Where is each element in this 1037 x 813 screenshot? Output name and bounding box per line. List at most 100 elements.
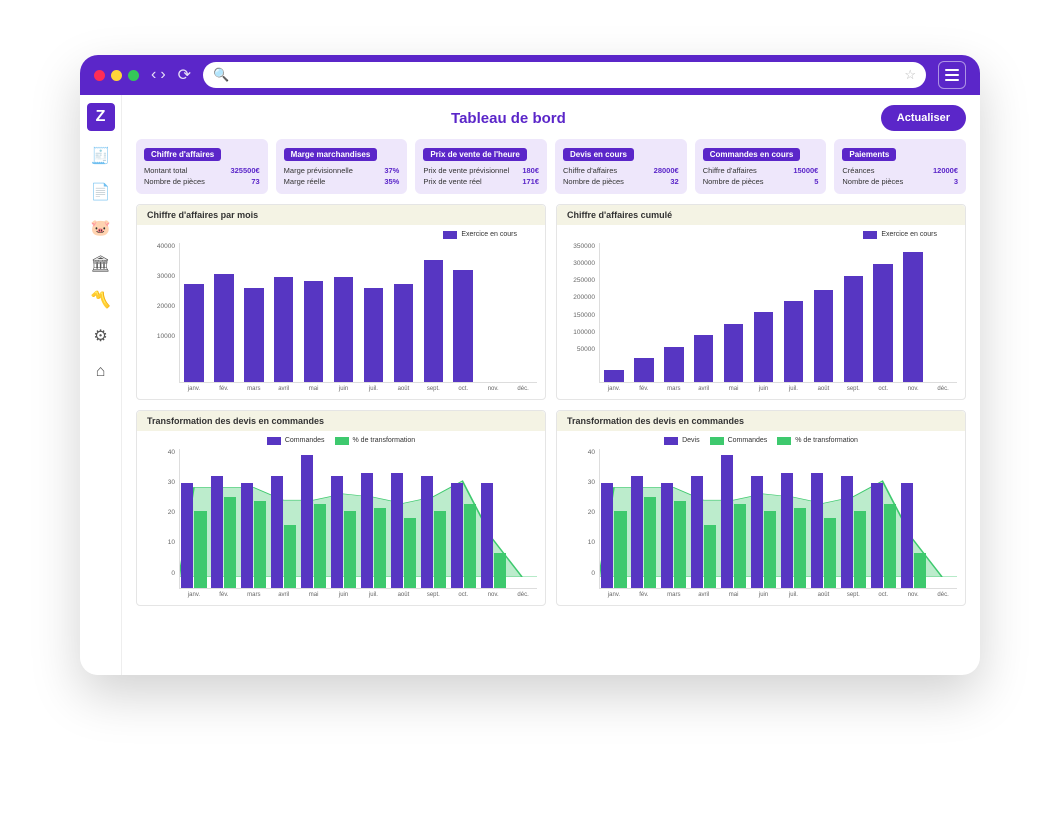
sidebar-item-receipt-icon[interactable]: 📄 — [90, 181, 112, 203]
bar — [754, 312, 774, 382]
bar — [664, 347, 684, 381]
bar-devis — [211, 476, 223, 587]
x-tick: oct. — [878, 592, 888, 598]
sidebar-item-invoice-icon[interactable]: 🧾 — [90, 145, 112, 167]
sidebar-item-home-icon[interactable]: ⌂ — [90, 361, 112, 383]
x-tick: juin — [759, 592, 768, 598]
kpi-label: Chiffre d'affaires — [703, 165, 757, 176]
app-logo[interactable]: Z — [87, 103, 115, 131]
sidebar-item-bank-icon[interactable]: 🏛 — [90, 253, 112, 275]
kpi-line: Chiffre d'affaires28000€ — [563, 165, 679, 176]
kpi-card: Commandes en coursChiffre d'affaires1500… — [695, 139, 827, 194]
kpi-value: 37% — [384, 165, 399, 176]
y-tick: 30 — [145, 479, 175, 486]
kpi-value: 180€ — [522, 165, 539, 176]
kpi-line: Nombre de pièces3 — [842, 176, 958, 187]
legend-item: Exercice en cours — [443, 231, 517, 239]
kpi-value: 171€ — [522, 176, 539, 187]
bar-commandes — [884, 504, 896, 587]
kpi-card: Marge marchandisesMarge prévisionnelle37… — [276, 139, 408, 194]
x-tick: oct. — [458, 592, 468, 598]
chart-card-monthly: Chiffre d'affaires par mois Exercice en … — [136, 204, 546, 400]
kpi-card: Devis en coursChiffre d'affaires28000€No… — [555, 139, 687, 194]
x-tick: déc. — [517, 592, 528, 598]
kpi-row: Chiffre d'affairesMontant total325500€No… — [136, 139, 966, 194]
legend-item: Devis — [664, 437, 700, 445]
refresh-button[interactable]: Actualiser — [881, 105, 966, 131]
legend-label: Devis — [682, 437, 700, 444]
sidebar-item-analytics-icon[interactable]: 〽️ — [90, 289, 112, 311]
legend-item: Commandes — [267, 437, 325, 445]
kpi-value: 5 — [814, 176, 818, 187]
x-tick: fév. — [219, 386, 228, 392]
x-tick: mai — [309, 386, 319, 392]
legend-label: Commandes — [728, 437, 768, 444]
kpi-label: Créances — [842, 165, 874, 176]
kpi-line: Nombre de pièces73 — [144, 176, 260, 187]
sidebar-item-piggy-icon[interactable]: 🐷 — [90, 217, 112, 239]
bar — [903, 252, 923, 381]
bar-commandes — [914, 553, 926, 588]
bar — [214, 274, 234, 382]
y-tick: 40000 — [145, 243, 175, 250]
x-tick: mars — [247, 386, 260, 392]
kpi-line: Montant total325500€ — [144, 165, 260, 176]
bar-commandes — [224, 497, 236, 587]
legend-item: % de transformation — [335, 437, 416, 445]
kpi-label: Nombre de pièces — [842, 176, 903, 187]
forward-icon[interactable]: › — [160, 66, 165, 84]
x-tick: nov. — [908, 592, 919, 598]
x-tick: août — [398, 592, 410, 598]
x-tick: juil. — [369, 592, 378, 598]
reload-icon[interactable]: ⟳ — [178, 65, 191, 85]
bar — [364, 288, 384, 382]
bar-devis — [301, 455, 313, 587]
x-tick: janv. — [608, 386, 620, 392]
x-tick: oct. — [878, 386, 888, 392]
legend-swatch — [777, 437, 791, 445]
y-tick: 200000 — [565, 294, 595, 301]
x-tick: mai — [729, 592, 739, 598]
back-icon[interactable]: ‹ — [151, 66, 156, 84]
x-tick: fév. — [639, 592, 648, 598]
bar-commandes — [824, 518, 836, 588]
kpi-card: Prix de vente de l'heurePrix de vente pr… — [415, 139, 547, 194]
x-tick: août — [398, 386, 410, 392]
y-tick: 10 — [145, 539, 175, 546]
maximize-dot[interactable] — [128, 70, 139, 81]
bar-commandes — [344, 511, 356, 587]
kpi-line: Nombre de pièces 32 — [563, 176, 679, 187]
kpi-line: Marge prévisionnelle37% — [284, 165, 400, 176]
legend-label: % de transformation — [795, 437, 858, 444]
bar — [274, 277, 294, 381]
x-tick: nov. — [488, 592, 499, 598]
chart-title: Chiffre d'affaires par mois — [137, 205, 545, 225]
bar — [304, 281, 324, 382]
close-dot[interactable] — [94, 70, 105, 81]
y-tick: 150000 — [565, 312, 595, 319]
menu-button[interactable] — [938, 61, 966, 89]
kpi-value: 32 — [670, 176, 678, 187]
kpi-label: Nombre de pièces — [563, 176, 624, 187]
x-tick: juil. — [789, 592, 798, 598]
minimize-dot[interactable] — [111, 70, 122, 81]
sidebar-item-settings-icon[interactable]: ⚙ — [90, 325, 112, 347]
bar-commandes — [734, 504, 746, 587]
legend-item: Commandes — [710, 437, 768, 445]
chart-title: Transformation des devis en commandes — [557, 411, 965, 431]
legend-label: Exercice en cours — [881, 231, 937, 238]
kpi-line: Prix de vente réel171€ — [423, 176, 539, 187]
bar-commandes — [404, 518, 416, 588]
y-tick: 10000 — [145, 333, 175, 340]
address-bar[interactable]: 🔍 ☆ — [203, 62, 926, 88]
kpi-label: Prix de vente prévisionnel — [423, 165, 509, 176]
y-tick: 300000 — [565, 260, 595, 267]
x-tick: avril — [278, 592, 289, 598]
bar-commandes — [764, 511, 776, 587]
bar-devis — [841, 476, 853, 587]
bar-devis — [751, 476, 763, 587]
bookmark-star-icon[interactable]: ☆ — [904, 67, 916, 83]
bar-devis — [241, 483, 253, 587]
x-tick: avril — [278, 386, 289, 392]
bar-devis — [271, 476, 283, 587]
